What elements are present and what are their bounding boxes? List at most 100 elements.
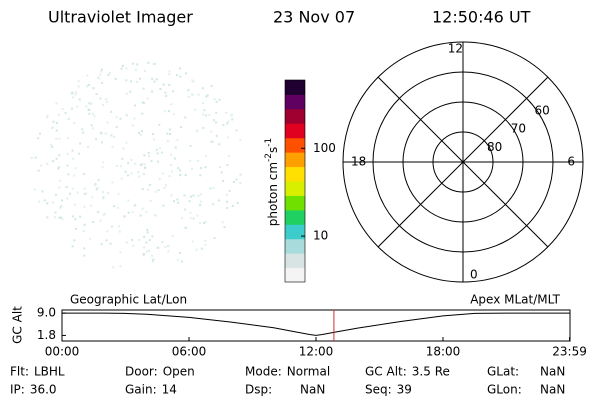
field-value: Open [163, 365, 195, 379]
pixel [82, 230, 85, 232]
pixel [167, 250, 170, 253]
pixel [218, 199, 220, 202]
pixel [166, 140, 169, 143]
pixel [73, 174, 76, 177]
pixel [121, 64, 124, 67]
pixel [210, 140, 213, 143]
pixel [51, 201, 54, 204]
pixel [69, 192, 71, 195]
pixel [88, 102, 91, 105]
plot-frame [61, 309, 571, 342]
pixel [97, 179, 100, 182]
pixel [164, 110, 167, 113]
pixel [174, 146, 177, 149]
pixel [222, 180, 225, 182]
pixel [226, 207, 229, 210]
time: 12:50:46 UT [432, 8, 531, 27]
pixel [152, 258, 155, 261]
pixel [161, 172, 164, 175]
pixel [125, 114, 128, 117]
title: Ultraviolet Imager [48, 8, 193, 27]
pixel [157, 189, 160, 192]
field-value: NaN [540, 365, 565, 379]
pixel [74, 218, 77, 221]
pixel [226, 200, 228, 203]
pixel [168, 128, 171, 131]
pixel [184, 174, 187, 176]
unit: photon cm [266, 162, 280, 226]
pixel [130, 80, 132, 83]
left-label: Geographic Lat/Lon [70, 293, 187, 307]
pixel [212, 187, 215, 189]
pixel [92, 127, 94, 130]
pixel [119, 117, 122, 120]
pixel [179, 75, 182, 78]
pixel [143, 154, 146, 157]
pixel [76, 191, 79, 194]
pixel [151, 90, 153, 93]
pixel [183, 208, 186, 211]
pixel [102, 161, 105, 164]
colorbar-label: photon cm-2s-1 [264, 138, 280, 227]
pixel [137, 171, 140, 174]
pixel [120, 165, 123, 168]
pixel [95, 93, 98, 96]
pixel [164, 245, 167, 248]
pixel [61, 108, 64, 111]
pixel [159, 147, 162, 150]
pixel [226, 164, 229, 166]
pixel [85, 105, 88, 108]
y-tick-label: 9.0 [37, 306, 56, 320]
pixel [99, 97, 102, 100]
pixel [71, 187, 74, 190]
pixel [181, 260, 183, 263]
pixel [212, 203, 215, 206]
pixel [87, 84, 90, 86]
pixel [54, 211, 57, 214]
pixel [52, 120, 55, 123]
pixel [172, 90, 175, 93]
pixel [110, 134, 113, 137]
pixel [40, 164, 43, 167]
pixel [218, 98, 221, 101]
pixel [50, 144, 53, 147]
pixel [134, 162, 137, 165]
pixel [106, 101, 109, 103]
pixel [158, 123, 161, 126]
date: 23 Nov 07 [273, 8, 355, 27]
pixel [144, 166, 147, 169]
pixel [74, 227, 77, 230]
field-label: Door: [125, 365, 158, 379]
pixel [116, 165, 118, 168]
pixel [55, 129, 58, 132]
pixel [179, 174, 181, 177]
pixel [147, 61, 150, 64]
mlt-label: 0 [470, 268, 478, 282]
pixel [130, 158, 133, 161]
color-band [285, 209, 305, 225]
pixel [60, 216, 63, 219]
pixel [204, 114, 207, 117]
pixel [151, 235, 154, 238]
pixel [164, 91, 167, 94]
pixel [213, 237, 216, 240]
pixel [199, 167, 202, 170]
pixel [88, 109, 91, 111]
pixel [83, 205, 86, 208]
pixel [141, 207, 144, 210]
pixel [189, 159, 192, 162]
pixel [154, 190, 157, 193]
pixel [218, 143, 221, 146]
pixel [231, 118, 234, 121]
pixel [160, 151, 163, 154]
pixel [220, 171, 223, 174]
pixel [96, 186, 99, 189]
pixel [155, 78, 158, 81]
pixel [176, 198, 179, 201]
color-band [285, 152, 305, 168]
field-value: NaN [540, 383, 565, 397]
pixel [209, 187, 212, 190]
pixel [59, 179, 62, 182]
field-value: NaN [300, 383, 325, 397]
pixel [201, 87, 204, 90]
